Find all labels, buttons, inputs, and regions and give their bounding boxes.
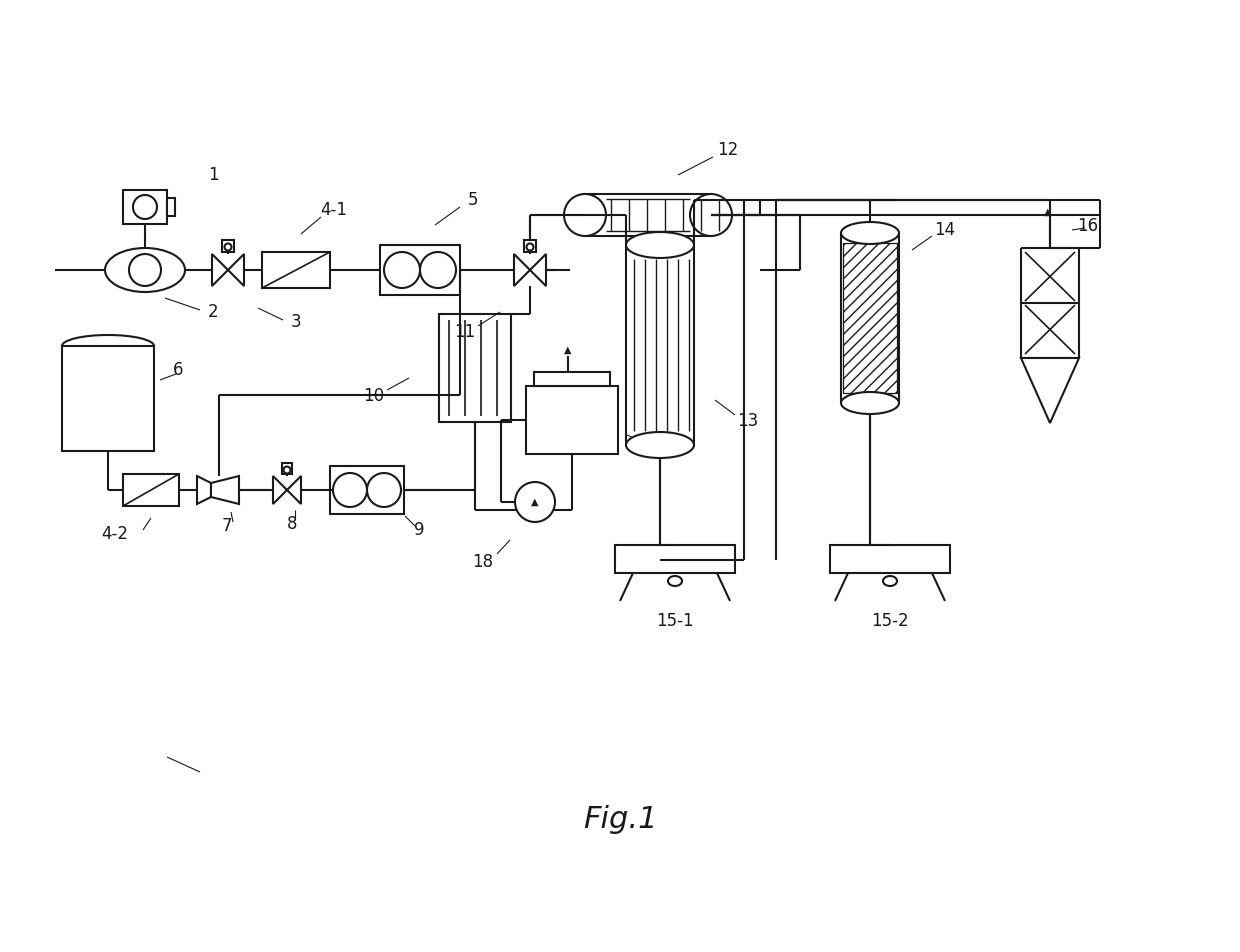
Polygon shape [286,476,301,504]
Circle shape [224,244,232,250]
Text: 13: 13 [738,412,759,430]
Bar [830,545,950,573]
Bar [379,245,460,295]
Bar [281,463,291,474]
Polygon shape [212,254,228,286]
Polygon shape [515,254,529,286]
Text: 15-2: 15-2 [872,612,909,630]
Ellipse shape [841,392,899,414]
Bar [615,545,735,573]
Bar [222,240,234,252]
Text: Fig.1: Fig.1 [583,805,657,835]
Polygon shape [197,476,211,504]
Text: 3: 3 [290,313,301,331]
Bar [123,190,167,224]
Text: 18: 18 [472,553,494,571]
Text: ▲: ▲ [531,497,538,507]
Bar [123,474,179,506]
Circle shape [334,473,367,507]
Ellipse shape [105,248,185,292]
Polygon shape [273,476,286,504]
Text: 11: 11 [454,323,476,341]
Text: 16: 16 [1078,217,1099,235]
Text: 2: 2 [207,303,218,321]
Circle shape [515,482,556,522]
Bar [843,243,897,393]
Text: 9: 9 [414,521,424,539]
Polygon shape [1021,358,1079,423]
Circle shape [384,252,420,288]
Text: 5: 5 [467,191,479,209]
Ellipse shape [689,194,732,236]
Bar [526,386,618,454]
Circle shape [129,254,161,286]
Circle shape [133,195,157,219]
Polygon shape [211,476,239,504]
Bar [62,346,154,451]
Ellipse shape [564,194,606,236]
Circle shape [527,244,533,250]
Text: 8: 8 [286,515,298,533]
Text: 12: 12 [718,141,739,159]
Ellipse shape [668,576,682,586]
Text: ▲: ▲ [1044,207,1052,217]
Text: 15-1: 15-1 [656,612,694,630]
Text: 17: 17 [653,439,675,457]
Polygon shape [228,254,244,286]
Text: 1: 1 [207,166,218,184]
Ellipse shape [626,432,694,458]
Circle shape [367,473,401,507]
Bar [262,252,330,288]
Text: 6: 6 [172,361,184,379]
Text: 14: 14 [935,221,956,239]
Bar [167,198,175,216]
Text: 7: 7 [222,517,232,535]
Text: 4-2: 4-2 [102,525,129,543]
Bar [534,372,610,386]
Ellipse shape [883,576,897,586]
Bar [439,314,511,422]
Text: 10: 10 [363,387,384,405]
Circle shape [284,466,290,473]
Bar [330,466,404,514]
Text: ▲: ▲ [564,345,572,355]
Bar [525,240,536,252]
Ellipse shape [841,222,899,244]
Text: 4-1: 4-1 [320,201,347,219]
Bar [585,194,711,236]
Circle shape [420,252,456,288]
Polygon shape [529,254,546,286]
Ellipse shape [626,232,694,258]
